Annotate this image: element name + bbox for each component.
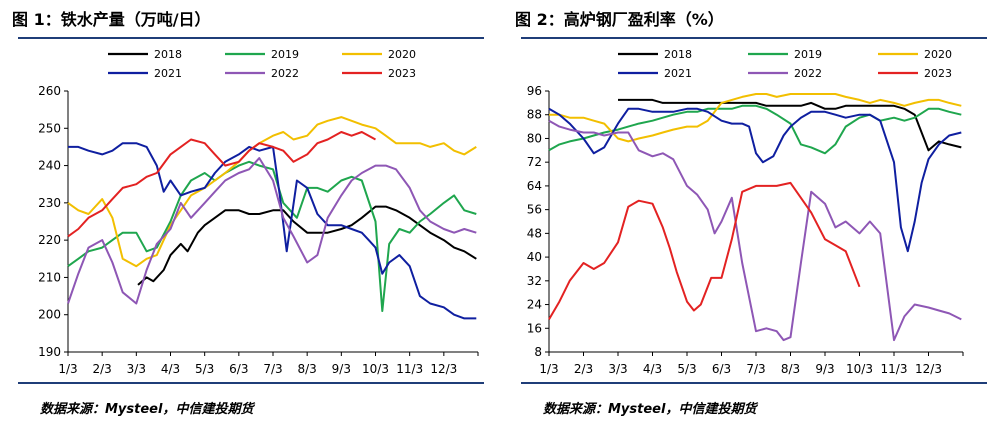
x-tick-label: 12/3	[915, 362, 942, 376]
series-line-2020	[67, 116, 477, 268]
x-tick-label: 9/3	[332, 362, 351, 376]
series-line-2023	[548, 181, 861, 320]
x-tick-label: 2/3	[574, 362, 593, 376]
series-line-2018	[137, 205, 477, 286]
y-tick-label: 64	[527, 179, 542, 193]
series-line-2023	[67, 131, 376, 238]
chart-title: 图 2：高炉钢厂盈利率（%）	[515, 10, 724, 29]
series-line-2021	[548, 107, 962, 253]
legend-label-2019: 2019	[794, 48, 822, 61]
y-tick-label: 16	[527, 321, 542, 335]
legend-label-2023: 2023	[924, 67, 952, 80]
y-tick-label: 230	[38, 196, 61, 210]
x-tick-label: 5/3	[195, 362, 214, 376]
y-tick-label: 200	[38, 308, 61, 322]
x-tick-label: 12/3	[430, 362, 457, 376]
x-tick-label: 5/3	[677, 362, 696, 376]
series-line-2018	[618, 98, 962, 152]
x-tick-label: 4/3	[643, 362, 662, 376]
y-tick-label: 88	[527, 108, 542, 122]
chart-panel-blast-furnace-profit: 图 2：高炉钢厂盈利率（%） 2018 2019 2020 2021 2022 2023 8…	[503, 0, 1006, 427]
y-tick-label: 210	[38, 270, 61, 284]
series-line-2022	[67, 157, 477, 305]
legend-label-2018: 2018	[664, 48, 692, 61]
y-tick-label: 24	[527, 298, 542, 312]
x-tick-label: 8/3	[781, 362, 800, 376]
y-tick-label: 48	[527, 226, 542, 240]
x-tick-label: 8/3	[298, 362, 317, 376]
legend-label-2022: 2022	[794, 67, 822, 80]
legend-label-2023: 2023	[388, 67, 416, 80]
x-tick-label: 3/3	[608, 362, 627, 376]
iron-output-line-chart: 2018 2019 2020 2021 2022 2023 190 200 210 220 230 2…	[38, 48, 479, 376]
x-tick-label: 3/3	[127, 362, 146, 376]
legend-label-2021: 2021	[154, 67, 182, 80]
x-tick-label: 10/3	[362, 362, 389, 376]
x-tick-label: 7/3	[746, 362, 765, 376]
x-tick-label: 11/3	[396, 362, 423, 376]
legend-label-2020: 2020	[388, 48, 416, 61]
y-tick-label: 260	[38, 84, 61, 98]
title-rule	[521, 37, 987, 39]
chart-title: 图 1：铁水产量（万吨/日）	[12, 10, 211, 29]
x-tick-label: 2/3	[93, 362, 112, 376]
x-tick-label: 4/3	[161, 362, 180, 376]
x-tick-label: 6/3	[229, 362, 248, 376]
y-tick-label: 40	[527, 250, 542, 264]
y-tick-label: 250	[38, 121, 61, 135]
series-line-2022	[548, 119, 962, 342]
title-rule	[18, 37, 484, 39]
x-tick-label: 9/3	[815, 362, 834, 376]
y-tick-label: 72	[527, 155, 542, 169]
y-tick-label: 56	[527, 203, 542, 217]
data-source: 数据来源：Mysteel，中信建投期货	[543, 402, 757, 417]
x-tick-label: 1/3	[539, 362, 558, 376]
series-line-2021	[68, 142, 477, 320]
chart-panel-iron-output: 图 1：铁水产量（万吨/日） 2018 2019 2020 2021 2022 2023 1…	[12, 10, 484, 417]
y-tick-label: 80	[527, 131, 542, 145]
series-line-2020	[549, 93, 962, 143]
y-tick-label: 190	[38, 345, 61, 359]
x-tick-label: 1/3	[58, 362, 77, 376]
x-tick-label: 10/3	[846, 362, 873, 376]
y-tick-label: 8	[534, 345, 542, 359]
x-tick-label: 11/3	[881, 362, 908, 376]
x-tick-label: 6/3	[712, 362, 731, 376]
y-tick-label: 240	[38, 159, 61, 173]
series-line-2019	[548, 104, 962, 155]
x-tick-label: 7/3	[263, 362, 282, 376]
y-tick-label: 220	[38, 233, 61, 247]
series-line-2019	[67, 160, 477, 312]
source-rule	[18, 382, 484, 384]
source-rule	[521, 382, 987, 384]
profit-rate-line-chart: 2018 2019 2020 2021 2022 2023 8 16 24 32 40 48 56 64 7…	[527, 48, 964, 376]
legend-label-2020: 2020	[924, 48, 952, 61]
legend-label-2022: 2022	[271, 67, 299, 80]
legend-label-2018: 2018	[154, 48, 182, 61]
legend-label-2019: 2019	[271, 48, 299, 61]
legend-label-2021: 2021	[664, 67, 692, 80]
data-source: 数据来源：Mysteel，中信建投期货	[40, 402, 254, 417]
y-tick-label: 32	[527, 274, 542, 288]
y-tick-label: 96	[527, 84, 542, 98]
